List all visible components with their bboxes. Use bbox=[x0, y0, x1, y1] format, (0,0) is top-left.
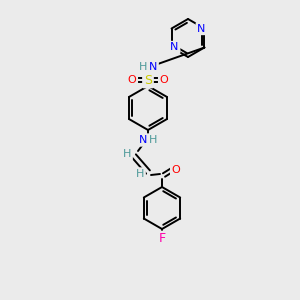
Text: N: N bbox=[149, 62, 157, 72]
Text: H: H bbox=[123, 149, 131, 159]
Text: N: N bbox=[139, 135, 147, 145]
Text: S: S bbox=[144, 74, 152, 86]
Text: N: N bbox=[170, 43, 179, 52]
Text: H: H bbox=[136, 169, 144, 179]
Text: F: F bbox=[158, 232, 166, 245]
Text: N: N bbox=[197, 23, 206, 34]
Text: O: O bbox=[128, 75, 136, 85]
Text: O: O bbox=[172, 165, 180, 175]
Text: O: O bbox=[160, 75, 168, 85]
Text: H: H bbox=[149, 135, 157, 145]
Text: H: H bbox=[139, 62, 147, 72]
